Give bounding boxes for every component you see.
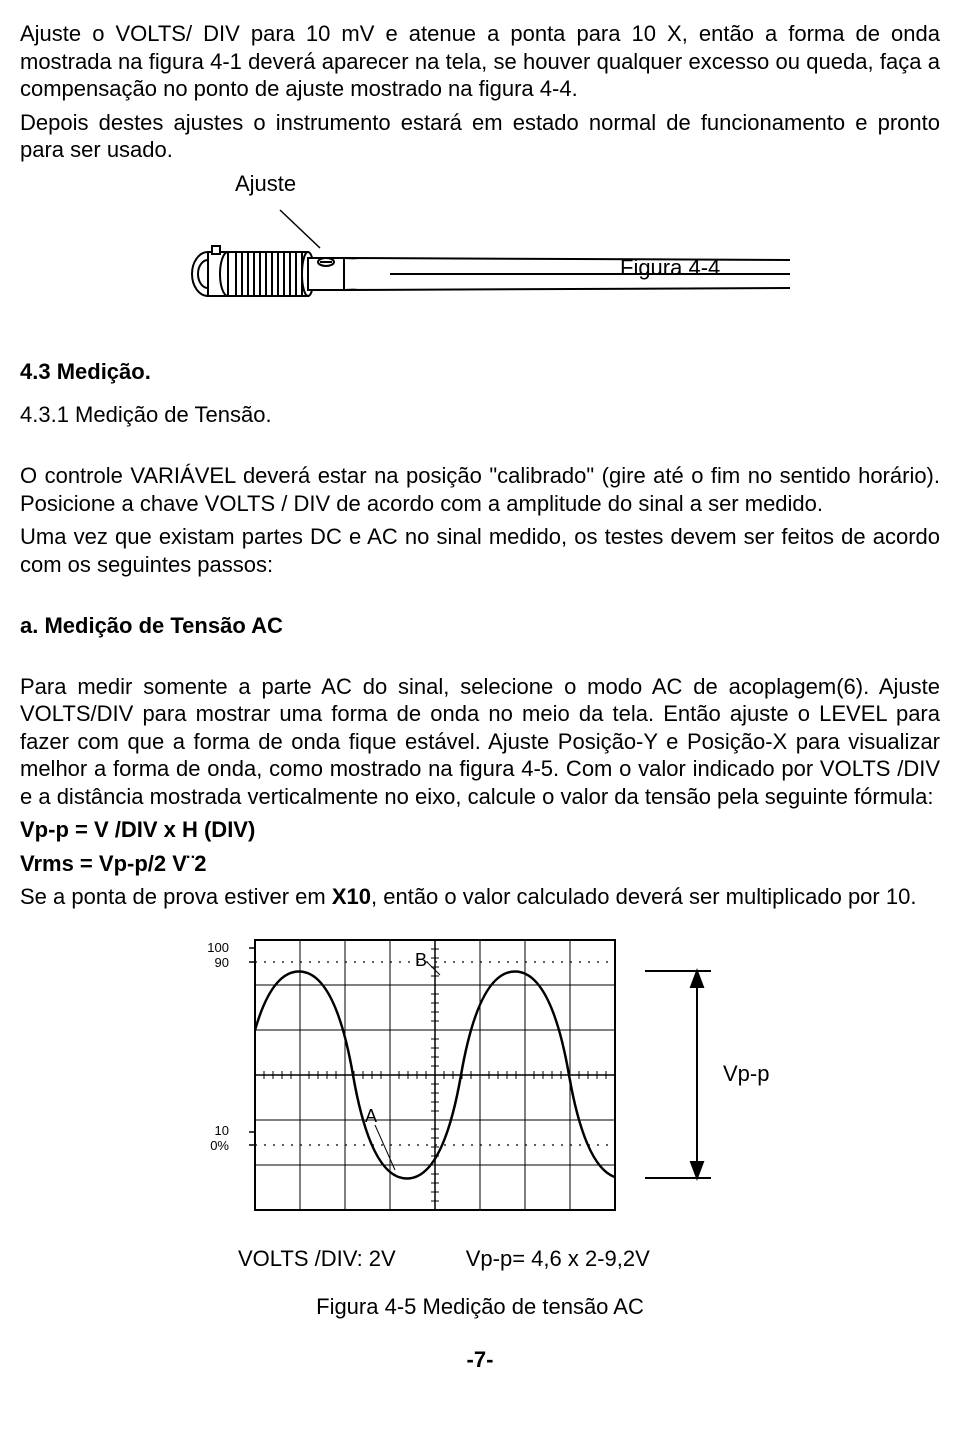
- figure-4-4: Ajuste: [20, 170, 940, 340]
- subsection-a-title: a. Medição de Tensão AC: [20, 612, 940, 640]
- fig45-caption: Figura 4-5 Medição de tensão AC: [20, 1293, 940, 1321]
- scope-marker-B: B: [415, 950, 427, 970]
- section-4-3-1-p2: Uma vez que existam partes DC e AC no si…: [20, 523, 940, 578]
- intro-paragraph-1: Ajuste o VOLTS/ DIV para 10 mV e atenue …: [20, 20, 940, 103]
- section-4-3-1-p1: O controle VARIÁVEL deverá estar na posi…: [20, 462, 940, 517]
- scope-marker-A: A: [365, 1106, 377, 1126]
- formula-vrms: Vrms = Vp-p/2 V¨2: [20, 850, 940, 878]
- page-number: -7-: [20, 1346, 940, 1374]
- intro-paragraph-2: Depois destes ajustes o instrumento esta…: [20, 109, 940, 164]
- fig45-under-left: VOLTS /DIV: 2V: [238, 1245, 396, 1273]
- subsection-a-p1: Para medir somente a parte AC do sinal, …: [20, 673, 940, 811]
- scope-label-100: 100: [207, 940, 229, 956]
- section-4-3-1-title: 4.3.1 Medição de Tensão.: [20, 401, 940, 429]
- scope-label-10: 10: [215, 1123, 229, 1139]
- fig44-label-figura: Figura 4-4: [620, 254, 720, 282]
- figure-4-5: 100 90 10 0%: [20, 925, 940, 1321]
- section-4-3-title: 4.3 Medição.: [20, 358, 940, 386]
- fig44-label-ajuste: Ajuste: [235, 170, 296, 198]
- oscilloscope-grid: B A: [235, 925, 635, 1225]
- vpp-label: Vp-p: [723, 1060, 769, 1088]
- subsection-a-p2: Se a ponta de prova estiver em X10, entã…: [20, 883, 940, 911]
- scope-label-90: 90: [215, 955, 229, 971]
- fig45-under-right: Vp-p= 4,6 x 2-9,2V: [466, 1245, 650, 1273]
- scope-label-0: 0%: [210, 1138, 229, 1154]
- formula-vpp: Vp-p = V /DIV x H (DIV): [20, 816, 940, 844]
